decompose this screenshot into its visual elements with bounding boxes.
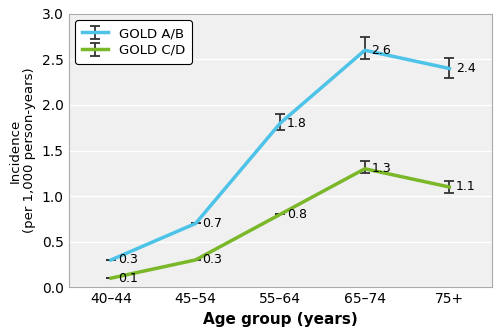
Text: 0.3: 0.3 xyxy=(202,253,222,266)
Text: 0.1: 0.1 xyxy=(118,272,138,285)
Text: 0.8: 0.8 xyxy=(287,208,307,221)
Text: 1.8: 1.8 xyxy=(287,117,307,130)
Text: 2.6: 2.6 xyxy=(372,44,392,57)
Text: 1.1: 1.1 xyxy=(456,181,476,194)
Legend: GOLD A/B, GOLD C/D: GOLD A/B, GOLD C/D xyxy=(76,20,192,64)
Text: 0.3: 0.3 xyxy=(118,253,138,266)
Y-axis label: Incidence
(per 1,000 person-years): Incidence (per 1,000 person-years) xyxy=(8,68,36,233)
Text: 0.7: 0.7 xyxy=(202,217,222,230)
Text: 1.3: 1.3 xyxy=(372,162,392,175)
X-axis label: Age group (years): Age group (years) xyxy=(203,312,358,327)
Text: 2.4: 2.4 xyxy=(456,62,476,75)
